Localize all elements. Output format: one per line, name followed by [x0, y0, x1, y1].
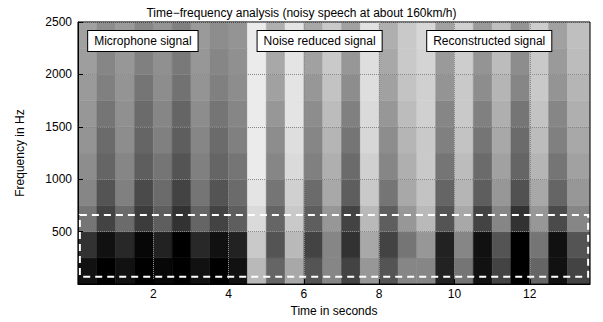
svg-text:10: 10 — [448, 287, 462, 301]
svg-text:500: 500 — [52, 225, 72, 239]
svg-text:12: 12 — [523, 287, 537, 301]
svg-text:2000: 2000 — [45, 67, 72, 81]
svg-text:1500: 1500 — [45, 120, 72, 134]
svg-text:Frequency in Hz: Frequency in Hz — [13, 109, 27, 196]
svg-text:6: 6 — [301, 287, 308, 301]
svg-text:2: 2 — [150, 287, 157, 301]
svg-text:Time in seconds: Time in seconds — [291, 304, 378, 318]
svg-text:Time−frequency analysis (noisy: Time−frequency analysis (noisy speech at… — [146, 6, 456, 20]
svg-text:1000: 1000 — [45, 172, 72, 186]
svg-text:Noise reduced signal: Noise reduced signal — [264, 34, 376, 48]
svg-text:Reconstructed signal: Reconstructed signal — [433, 34, 545, 48]
svg-text:2500: 2500 — [45, 15, 72, 29]
svg-text:8: 8 — [376, 287, 383, 301]
svg-text:4: 4 — [225, 287, 232, 301]
svg-text:Microphone signal: Microphone signal — [94, 34, 191, 48]
